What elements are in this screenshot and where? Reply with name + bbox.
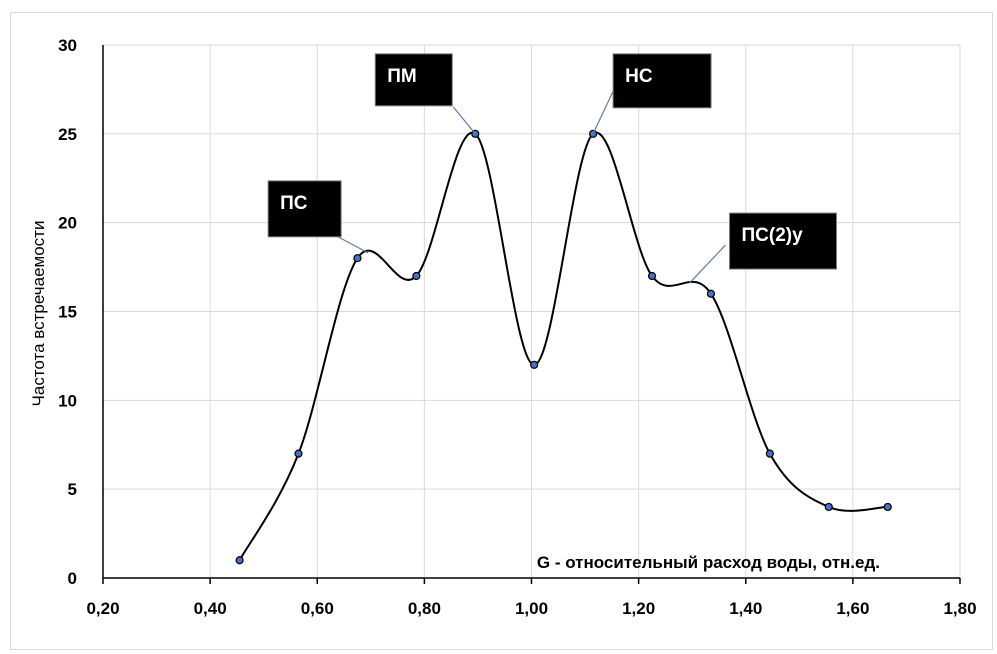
labels: G - относительный расход воды, отн.ед. Ч… [29, 221, 880, 572]
x-tick-label: 1,60 [836, 599, 869, 618]
x-tick-label: 1,00 [515, 599, 548, 618]
data-point [530, 360, 539, 369]
data-point [706, 289, 716, 298]
y-tick-label: 25 [58, 125, 77, 144]
data-point [353, 254, 362, 263]
data-point [235, 556, 244, 565]
chart-frame [10, 12, 993, 650]
x-tick-label: 0,20 [86, 599, 119, 618]
data-point [765, 449, 774, 458]
grid [103, 44, 961, 578]
x-tick-label: 1,80 [943, 599, 976, 618]
data-point [883, 502, 892, 512]
series-line [238, 131, 888, 561]
annotation-box [267, 180, 342, 238]
data-point [412, 271, 421, 281]
annotation-label: ПС [280, 193, 308, 214]
y-axis-title: Частота встречаемости [29, 221, 48, 407]
annotation-leader [337, 236, 369, 254]
x-tick-label: 0,60 [301, 599, 334, 618]
y-tick-label: 5 [68, 480, 77, 499]
y-tick-label: 20 [58, 214, 77, 233]
y-tick-label: 10 [58, 391, 77, 410]
annotation-box [374, 53, 453, 107]
x-tick-label: 0,80 [408, 599, 441, 618]
y-tick-label: 0 [68, 569, 77, 588]
x-tick-label: 0,40 [194, 599, 227, 618]
x-tick-label: 1,20 [622, 599, 655, 618]
x-tick-label: 1,40 [729, 599, 762, 618]
annotations: ПС ПМ НС ПС(2)у [267, 53, 838, 284]
y-tick-label: 30 [58, 36, 77, 55]
x-axis-title: G - относительный расход воды, отн.ед. [537, 553, 880, 572]
annotation-label: НС [625, 66, 653, 87]
annotation-leader [689, 244, 726, 284]
annotation-leader [452, 106, 476, 135]
annotation-box [729, 212, 838, 270]
annotation-box [612, 53, 712, 109]
annotation-label: ПС(2)у [742, 225, 804, 246]
annotation-label: ПМ [387, 66, 416, 87]
data-point [647, 271, 657, 281]
series [235, 129, 892, 565]
axes: 0,20 0,40 0,60 0,80 1,00 1,20 1,40 1,60 1,80 0 5 10… [58, 36, 976, 618]
y-tick-label: 15 [58, 303, 77, 322]
data-point [294, 449, 303, 458]
data-point [824, 502, 833, 512]
